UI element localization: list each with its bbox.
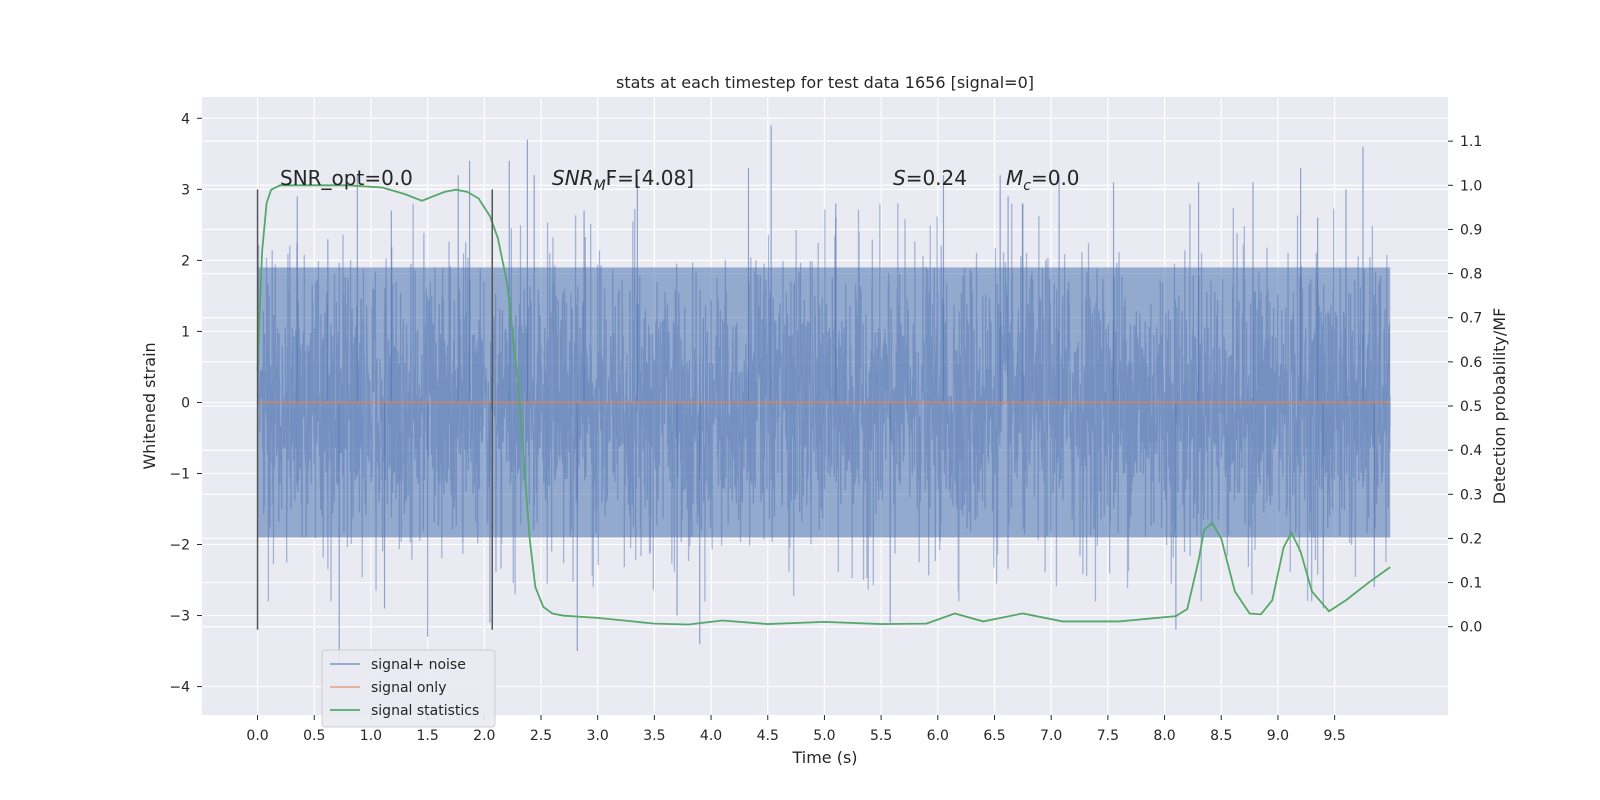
y-tick-label: 0 xyxy=(181,395,190,411)
y2-axis-label: Detection probability/MF xyxy=(1490,308,1509,505)
x-tick-label: 0.5 xyxy=(303,728,325,744)
y-tick-label: −2 xyxy=(169,538,190,554)
annotation-mc: Mc=0.0 xyxy=(1006,166,1080,194)
x-tick-label: 5.5 xyxy=(870,728,892,744)
annotation-snr-opt: SNR_opt=0.0 xyxy=(280,166,413,190)
y-tick-label: 1 xyxy=(181,324,190,340)
series-lines xyxy=(256,184,1391,626)
x-tick-label: 6.5 xyxy=(983,728,1005,744)
snr-mf-value: F=[4.08] xyxy=(606,166,694,190)
x-tick-label: 9.0 xyxy=(1267,728,1289,744)
y2-tick-label: 0.6 xyxy=(1460,355,1482,371)
x-tick-label: 0.0 xyxy=(246,728,268,744)
annotation-snr-mf: SNRMF=[4.08] xyxy=(552,166,694,194)
legend: signal+ noise signal only signal statist… xyxy=(321,649,496,728)
x-axis-label: Time (s) xyxy=(791,748,857,767)
series-signal-statistics xyxy=(256,184,1391,626)
y2-tick-label: 0.8 xyxy=(1460,267,1482,283)
legend-label-signal-statistics: signal statistics xyxy=(371,703,479,719)
y2-tick-label: 1.0 xyxy=(1460,178,1482,194)
chart-title: stats at each timestep for test data 165… xyxy=(616,73,1034,92)
annotation-s: S=0.24 xyxy=(893,166,967,190)
y-tick-label: −3 xyxy=(169,609,190,625)
mc-subscript: c xyxy=(1023,178,1031,194)
y-tick-label: −1 xyxy=(169,466,190,482)
legend-box xyxy=(321,649,496,728)
x-tick-label: 4.0 xyxy=(700,728,722,744)
legend-label-signal-only: signal only xyxy=(371,680,446,696)
x-tick-label: 8.0 xyxy=(1153,728,1175,744)
x-tick-label: 8.5 xyxy=(1210,728,1232,744)
x-tick-label: 7.5 xyxy=(1097,728,1119,744)
y2-tick-label: 1.1 xyxy=(1460,134,1482,150)
mc-value: =0.0 xyxy=(1031,166,1080,190)
x-tick-label: 9.5 xyxy=(1323,728,1345,744)
y2-tick-label: 0.4 xyxy=(1460,443,1482,459)
y-tick-label: −4 xyxy=(169,680,190,696)
y-tick-label: 3 xyxy=(181,182,190,198)
y2-tick-label: 0.9 xyxy=(1460,222,1482,238)
y2-tick-label: 0.7 xyxy=(1460,311,1482,327)
x-tick-label: 1.5 xyxy=(416,728,438,744)
axis-ticks: 0.0 0.5 1.0 1.5 2.0 2.5 3.0 3.5 4.0 4.5 5.0 5.5 6.0 6… xyxy=(169,111,1482,744)
x-tick-label: 5.0 xyxy=(813,728,835,744)
legend-label-signal-plus-noise: signal+ noise xyxy=(371,657,466,673)
x-tick-label: 6.0 xyxy=(927,728,949,744)
y2-tick-label: 0.0 xyxy=(1460,620,1482,636)
x-tick-label: 3.0 xyxy=(587,728,609,744)
x-tick-label: 7.0 xyxy=(1040,728,1062,744)
y2-tick-label: 0.5 xyxy=(1460,399,1482,415)
mc-var: M xyxy=(1006,166,1023,190)
y2-tick-label: 0.3 xyxy=(1460,487,1482,503)
marker-lines xyxy=(256,189,493,630)
y2-tick-label: 0.1 xyxy=(1460,576,1482,592)
x-tick-label: 4.5 xyxy=(757,728,779,744)
y-axis-label: Whitened strain xyxy=(140,342,159,469)
s-var: S xyxy=(893,166,906,190)
x-tick-label: 3.5 xyxy=(643,728,665,744)
snr-mf-subscript: M xyxy=(594,178,606,194)
s-value: =0.24 xyxy=(906,166,967,190)
x-tick-label: 1.0 xyxy=(360,728,382,744)
x-tick-label: 2.0 xyxy=(473,728,495,744)
y-tick-label: 2 xyxy=(181,253,190,269)
x-tick-label: 2.5 xyxy=(530,728,552,744)
y-tick-label: 4 xyxy=(181,111,190,127)
snr-mf-var: SNR xyxy=(552,166,594,190)
y2-tick-label: 0.2 xyxy=(1460,531,1482,547)
